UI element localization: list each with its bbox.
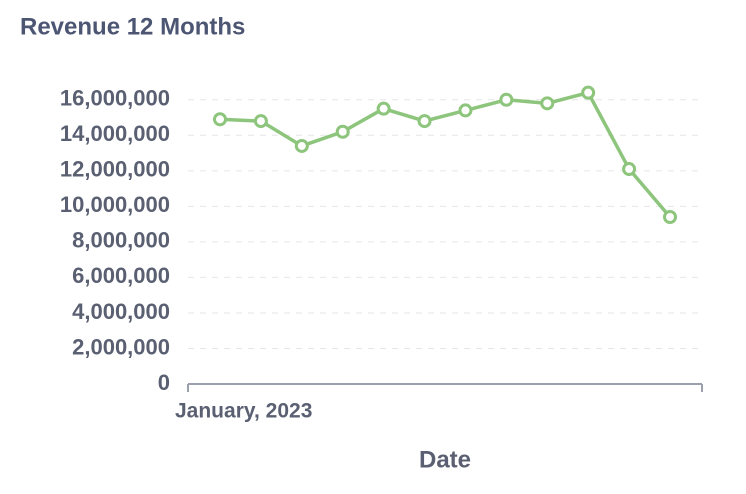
point <box>376 101 391 116</box>
x-tick-label: January, 2023 <box>175 400 312 423</box>
x-axis-label: Date <box>419 446 471 473</box>
point <box>622 162 637 177</box>
y-tick-label: 16,000,000 <box>60 86 170 111</box>
y-tick-label: 6,000,000 <box>72 263 170 288</box>
point <box>581 85 596 100</box>
y-tick-label: 4,000,000 <box>72 299 170 324</box>
y-tick-label: 10,000,000 <box>60 192 170 217</box>
point <box>458 103 473 118</box>
y-tick-label: 12,000,000 <box>60 157 170 182</box>
point <box>253 114 268 129</box>
point <box>499 92 514 107</box>
y-tick-label: 2,000,000 <box>72 334 170 359</box>
y-tick-label: 8,000,000 <box>72 228 170 253</box>
y-tick-label: 0 <box>158 370 170 395</box>
line <box>219 90 672 219</box>
point <box>213 112 227 127</box>
y-tick-label: 14,000,000 <box>60 121 170 146</box>
point <box>335 124 350 139</box>
point <box>294 138 309 153</box>
point <box>417 114 432 129</box>
point <box>663 210 677 225</box>
chart-title: Revenue 12 Months <box>20 13 245 40</box>
point <box>540 96 555 111</box>
